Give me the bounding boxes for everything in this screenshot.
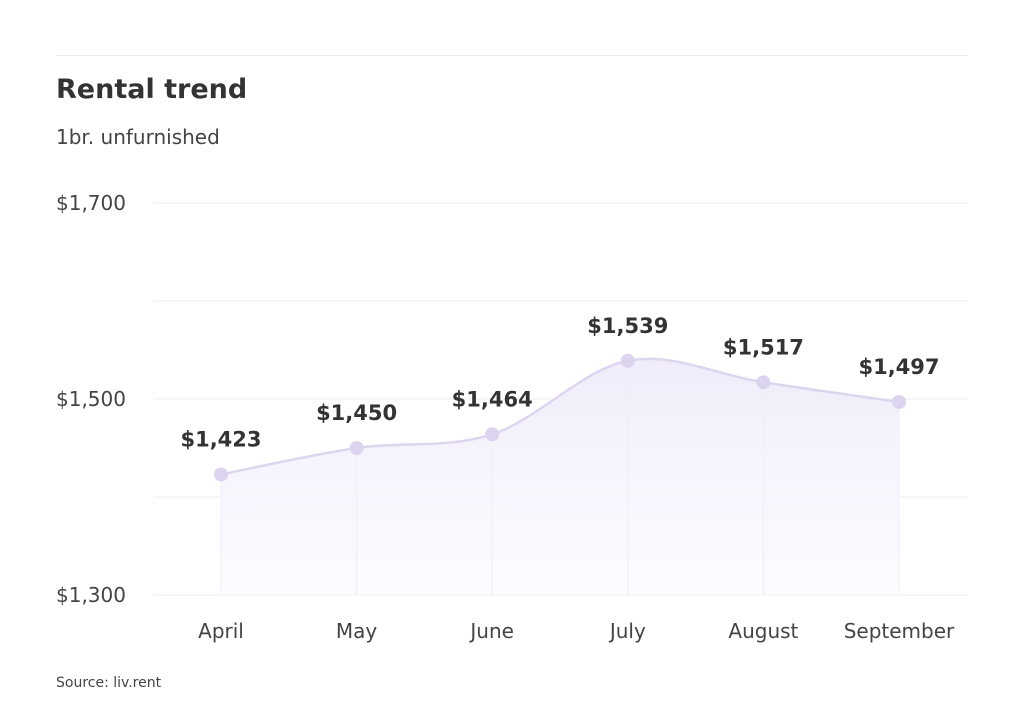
- x-tick-label: August: [728, 619, 798, 643]
- y-tick-label: $1,700: [56, 191, 126, 215]
- data-point: [214, 467, 228, 482]
- series-line: [220, 357, 900, 476]
- x-tick-label: July: [608, 619, 646, 643]
- data-point: [485, 427, 500, 442]
- data-point: [620, 353, 635, 368]
- x-tick-label: September: [844, 619, 955, 643]
- data-label: $1,497: [858, 355, 939, 379]
- data-label: $1,517: [723, 335, 804, 359]
- top-divider: [56, 55, 968, 56]
- data-point: [756, 375, 771, 390]
- data-label: $1,539: [587, 314, 668, 338]
- x-tick-label: April: [198, 619, 244, 643]
- x-tick-label: June: [468, 619, 514, 643]
- chart-title: Rental trend: [56, 74, 248, 105]
- data-point: [349, 441, 364, 455]
- source-note: Source: liv.rent: [56, 675, 162, 691]
- series-area: [221, 358, 899, 595]
- data-label: $1,450: [316, 401, 397, 425]
- x-tick-label: May: [336, 619, 378, 643]
- data-point: [892, 394, 906, 409]
- y-tick-label: $1,500: [56, 387, 126, 411]
- data-label: $1,464: [452, 387, 533, 411]
- chart-subtitle: 1br. unfurnished: [56, 125, 220, 149]
- y-tick-label: $1,300: [56, 583, 126, 607]
- data-label: $1,423: [180, 427, 261, 451]
